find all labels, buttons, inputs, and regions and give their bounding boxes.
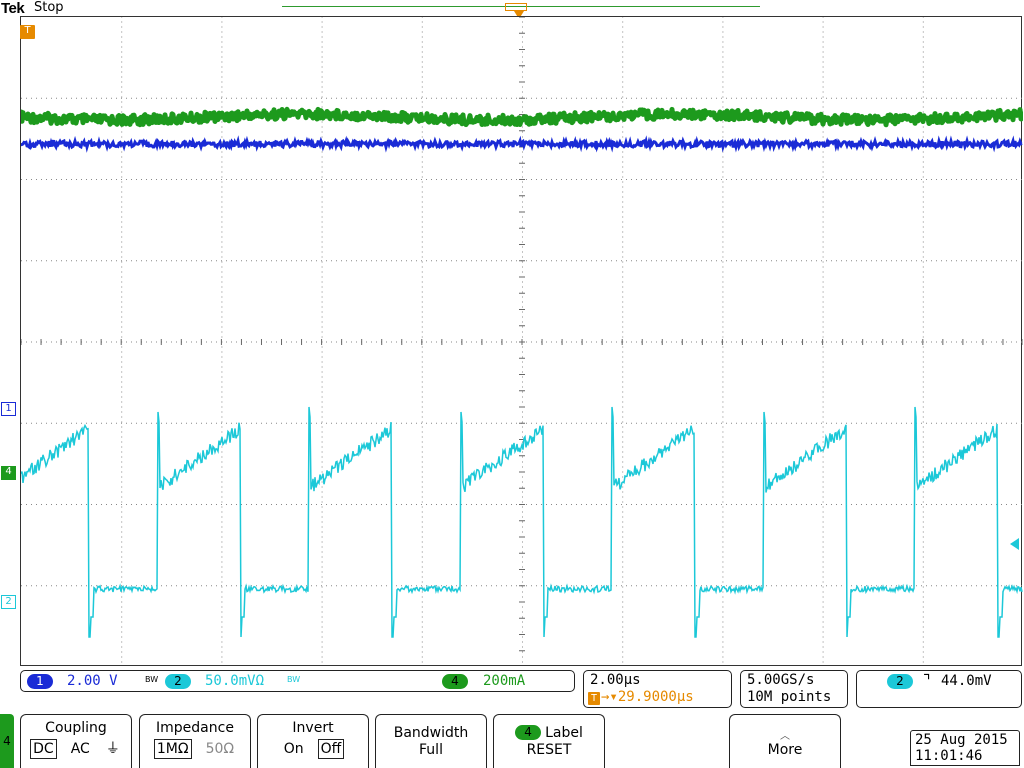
impedance-title: Impedance [156,720,234,736]
label-title: Label [545,725,583,741]
record-view-bar [282,6,760,7]
invert-on-option[interactable]: On [283,741,304,757]
ch4-trace [21,106,1023,128]
record-view-window[interactable] [505,3,527,11]
top-status-bar: Tek Stop [0,0,1024,19]
trigger-delay-value: →▾29.9000μs [601,689,694,705]
trigger-delay: T →▾29.9000μs [588,689,694,705]
ch4-ground-marker[interactable]: 4 [1,466,16,480]
acquisition-readout[interactable]: 5.00GS/s 10M points [740,670,848,708]
label-button[interactable]: 4 Label RESET [493,714,605,768]
time-per-division: 2.00μs [590,672,641,688]
bandwidth-value: Full [419,742,443,758]
label-channel-badge: 4 [515,725,542,740]
coupling-dc-option[interactable]: DC [30,739,57,759]
invert-title: Invert [292,720,334,736]
falling-edge-icon: ⌝ [923,671,931,690]
coupling-title: Coupling [45,720,107,736]
trigger-readout[interactable]: 2 ⌝ 44.0mV [856,670,1022,708]
sample-rate: 5.00GS/s [747,672,815,688]
more-label: More [767,742,803,758]
ch2-badge[interactable]: 2 [165,674,191,689]
bandwidth-button[interactable]: Bandwidth Full [375,714,487,768]
waveform-svg [21,17,1023,663]
coupling-button[interactable]: Coupling DC AC ⏚ [20,714,132,768]
ch2-trace [21,406,1023,638]
vertical-scale-readout[interactable]: 1 2.00 V BW 2 50.0mVΩ BW 4 200mA [20,670,575,692]
invert-button[interactable]: Invert On Off [257,714,369,768]
date: 25 Aug 2015 [915,732,1008,748]
ch2-scale: 50.0mVΩ [205,673,265,689]
ch2-bw-limit-icon: BW [287,675,301,684]
trigger-point-marker [514,11,524,19]
invert-off-option[interactable]: Off [317,739,345,759]
waveform-display [20,16,1023,666]
date-time-display: 25 Aug 2015 11:01:46 [910,730,1020,766]
ch1-trace [21,135,1023,153]
menu-channel-tab: 4 [0,714,14,768]
ch1-ground-marker[interactable]: 1 [1,402,16,416]
run-status: Stop [34,0,64,15]
impedance-button[interactable]: Impedance 1MΩ 50Ω [139,714,251,768]
more-button[interactable]: ︿ More [729,714,841,768]
record-length: 10M points [747,689,832,705]
trigger-t-icon: T [588,692,600,705]
ch4-badge[interactable]: 4 [442,674,468,689]
ch1-badge[interactable]: 1 [27,674,53,689]
time: 11:01:46 [915,748,983,764]
coupling-ground-icon[interactable]: ⏚ [105,741,120,757]
center-axis-ticks [21,17,1023,652]
tek-logo: Tek [1,0,25,17]
ch2-ground-marker[interactable]: 2 [1,595,16,609]
more-up-icon: ︿ [780,731,790,742]
trigger-level-marker[interactable] [1010,538,1019,550]
horizontal-readout[interactable]: 2.00μs T →▾29.9000μs [583,670,732,708]
trigger-level: 44.0mV [941,673,992,689]
ch1-bw-limit-icon: BW [145,675,159,684]
impedance-1mohm-option[interactable]: 1MΩ [153,739,192,759]
coupling-ac-option[interactable]: AC [70,741,90,757]
bandwidth-title: Bandwidth [393,725,469,741]
label-reset: RESET [526,742,572,758]
trigger-source-badge: 2 [887,674,913,689]
ch1-scale: 2.00 V [67,673,118,689]
trigger-position-marker[interactable]: T [20,25,35,39]
impedance-50ohm-option[interactable]: 50Ω [205,741,235,757]
ch4-scale: 200mA [483,673,526,689]
